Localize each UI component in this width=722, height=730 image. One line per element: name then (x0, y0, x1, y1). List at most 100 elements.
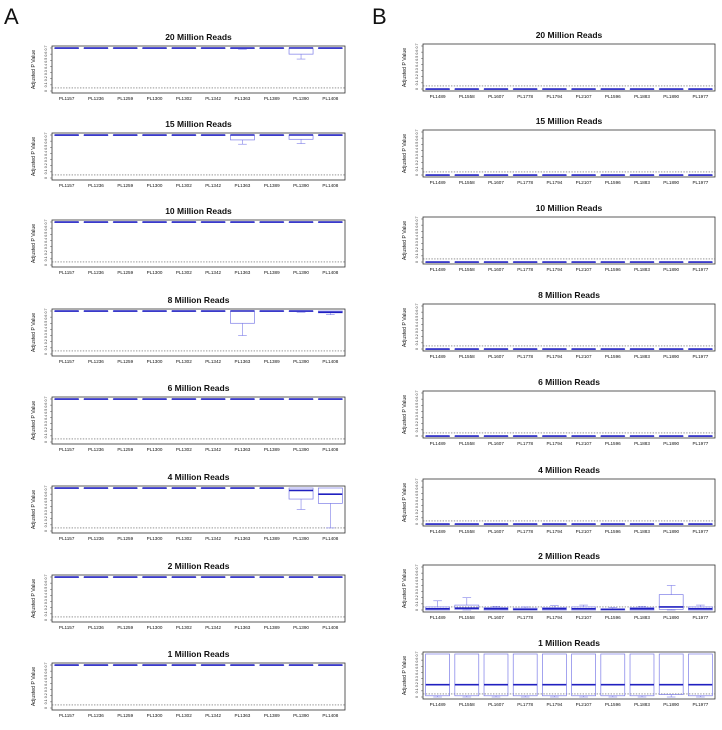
box-pl1157 (54, 487, 80, 489)
y-tick-label: 0.3 (44, 70, 48, 75)
y-tick-label: 0 (44, 707, 48, 709)
box-pl1259 (112, 398, 138, 400)
y-axis-label: Adjusted P Value (31, 667, 37, 706)
x-tick-label: PL1342 (205, 536, 221, 541)
y-tick-label: 0.5 (44, 321, 48, 326)
y-tick-label: 0.5 (415, 491, 419, 496)
x-tick-label: PL1300 (147, 96, 163, 101)
x-tick-label: PL1558 (459, 615, 475, 620)
chart-title: 2 Million Reads (538, 551, 600, 561)
box-pl2107 (571, 604, 596, 611)
x-tick-label: PL1489 (430, 441, 446, 446)
box-pl2107 (571, 88, 596, 90)
y-axis-label: Adjusted P Value (402, 308, 408, 347)
x-tick-label: PL1596 (605, 529, 621, 534)
y-tick-label: 0.1 (415, 340, 419, 345)
y-tick-label: 0.3 (415, 154, 419, 159)
box-pl1607 (483, 261, 509, 263)
y-tick-label: 0.2 (44, 516, 48, 521)
y-tick-label: 0 (415, 696, 419, 698)
box-pl1489 (425, 435, 450, 437)
x-tick-label: PL1390 (293, 96, 309, 101)
box-pl1342 (200, 221, 226, 223)
chart-title: 8 Million Reads (538, 290, 600, 300)
x-tick-label: PL1157 (59, 625, 75, 630)
y-tick-label: 0 (415, 435, 419, 437)
y-axis-label: Adjusted P Value (402, 656, 408, 695)
box-pl1389 (259, 47, 285, 49)
box-pl1389 (259, 664, 285, 666)
x-tick-label: PL1259 (117, 183, 133, 188)
x-tick-label: PL2107 (576, 267, 592, 272)
x-tick-label: PL1596 (605, 441, 621, 446)
box-pl1300 (142, 664, 167, 666)
plot-frame (422, 129, 716, 178)
box-pl1977 (688, 523, 713, 525)
box-pl1607 (483, 435, 509, 437)
x-tick-label: PL1408 (322, 183, 338, 188)
x-tick-label: PL2107 (576, 354, 592, 359)
plot-frame (422, 564, 716, 613)
y-tick-label: 0.2 (44, 339, 48, 344)
box-pl1390 (288, 221, 314, 223)
y-tick-label: 0.6 (415, 310, 419, 315)
plot-frame (422, 43, 716, 92)
box-pl1408 (317, 47, 343, 49)
x-tick-label: PL1236 (88, 270, 104, 275)
x-tick-label: PL1408 (322, 96, 338, 101)
x-tick-label: PL1890 (663, 94, 679, 99)
y-tick-label: 0.3 (415, 676, 419, 681)
x-tick-label: PL1977 (692, 267, 708, 272)
x-tick-label: PL1607 (488, 615, 504, 620)
y-tick-label: 0 (44, 90, 48, 92)
y-tick-label: 0 (44, 619, 48, 621)
box-pl1558 (454, 435, 480, 437)
x-tick-label: PL1408 (322, 447, 338, 452)
x-tick-label: PL1408 (322, 713, 338, 718)
x-tick-label: PL1342 (205, 625, 221, 630)
y-tick-label: 0.7 (415, 130, 419, 135)
box-pl1363 (230, 47, 255, 50)
box-pl1363 (230, 310, 255, 336)
y-tick-label: 0.3 (415, 503, 419, 508)
y-tick-label: 0.1 (44, 433, 48, 438)
y-tick-label: 0.5 (415, 56, 419, 61)
y-tick-label: 0.7 (415, 565, 419, 570)
y-axis-label: Adjusted P Value (402, 134, 408, 173)
box-pl1342 (200, 576, 226, 578)
x-tick-label: PL1390 (293, 270, 309, 275)
plot-frame (51, 219, 346, 268)
box-iqr (425, 653, 450, 697)
y-tick-label: 0.2 (44, 163, 48, 168)
x-tick-label: PL1489 (430, 267, 446, 272)
box-pl1236 (83, 398, 109, 400)
box-pl1890 (658, 174, 684, 176)
y-tick-label: 0.4 (415, 497, 419, 502)
chart-title: 4 Million Reads (538, 465, 600, 475)
box-pl1408 (317, 310, 343, 315)
x-tick-label: PL1236 (88, 447, 104, 452)
x-tick-label: PL1607 (488, 180, 504, 185)
x-tick-label: PL1300 (147, 536, 163, 541)
box-pl1596 (600, 88, 626, 90)
y-tick-label: 0.1 (415, 166, 419, 171)
x-tick-label: PL1794 (546, 94, 562, 99)
y-axis-label: Adjusted P Value (402, 395, 408, 434)
box-pl1389 (259, 310, 285, 312)
y-tick-label: 0.5 (44, 587, 48, 592)
y-tick-label: 0.1 (44, 169, 48, 174)
x-tick-label: PL1157 (59, 713, 75, 718)
y-axis-label: Adjusted P Value (31, 313, 37, 352)
chart-title: 10 Million Reads (165, 206, 232, 216)
box-pl1883 (629, 348, 655, 350)
box-pl1363 (230, 576, 255, 578)
x-tick-label: PL1794 (546, 702, 562, 707)
y-tick-label: 0.6 (415, 136, 419, 141)
y-axis-label: Adjusted P Value (31, 50, 37, 89)
x-tick-label: PL1389 (264, 183, 280, 188)
box-pl2107 (571, 348, 596, 350)
x-tick-label: PL1977 (692, 94, 708, 99)
box-pl1408 (317, 664, 343, 666)
y-axis-label: Adjusted P Value (31, 137, 37, 176)
